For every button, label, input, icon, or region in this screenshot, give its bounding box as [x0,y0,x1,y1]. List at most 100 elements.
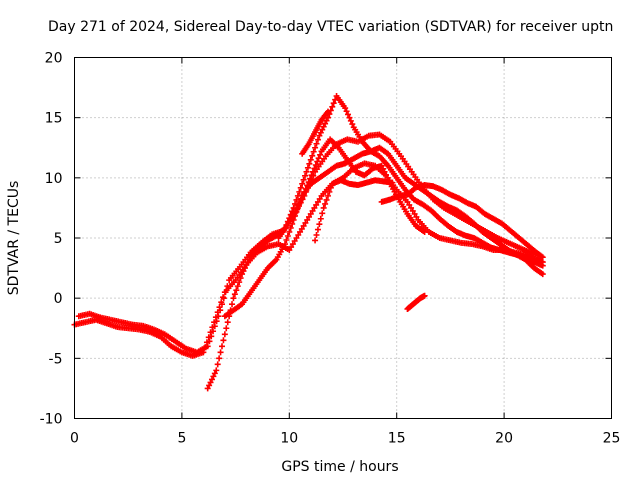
data-points [71,93,546,392]
data-point [204,385,211,392]
data-point [322,120,329,127]
data-point [381,168,388,175]
data-point [316,221,323,228]
data-point [305,213,312,220]
data-point [216,355,223,362]
data-point [293,235,300,241]
data-point [343,108,350,115]
y-tick-label: 10 [45,171,63,187]
data-point [317,129,324,136]
data-point [221,331,228,338]
data-point [408,204,415,211]
data-point [284,232,291,239]
data-point [243,262,250,269]
data-point [312,237,319,244]
data-point [298,225,305,232]
data-point [208,376,215,383]
data-point [307,175,314,182]
data-point [286,247,293,254]
data-point [295,202,302,209]
y-tick-label: -10 [40,412,63,428]
data-point [316,132,323,139]
data-point [304,182,311,189]
data-point [231,291,238,298]
data-point [314,226,321,233]
data-point [297,184,304,191]
data-point [215,313,222,320]
y-tick-label: 15 [45,111,63,127]
data-point [310,148,317,155]
data-point [421,228,428,235]
data-point [229,301,236,308]
data-point [330,100,337,107]
data-point [300,176,307,183]
data-point [297,198,304,205]
data-point [206,382,213,389]
data-point [304,216,311,223]
data-point [217,349,224,356]
data-point [307,156,314,163]
chart-title: Day 271 of 2024, Sidereal Day-to-day VTE… [48,19,613,35]
data-point [347,117,354,124]
data-point [329,103,336,110]
data-point [378,162,385,169]
data-point [539,254,546,261]
data-point [309,207,316,214]
data-point [302,172,309,179]
data-point [404,198,411,205]
data-point [312,144,319,151]
data-point [389,179,396,186]
data-point [223,325,230,332]
series-track-i [378,182,546,261]
data-point [244,259,251,266]
data-point [224,319,231,326]
y-axis-label: SDTVAR / TECUs [6,181,22,296]
x-tick-label: 20 [495,431,513,447]
data-point [411,210,418,217]
data-point [320,123,327,130]
data-point [289,241,296,248]
data-point [224,283,231,290]
data-point [302,185,309,192]
data-point [323,117,330,124]
data-point [316,195,323,202]
data-point [303,168,310,175]
y-tick-label: 5 [54,231,63,247]
data-point [323,196,330,203]
series-track-b [75,131,544,356]
data-point [302,219,309,226]
data-point [314,198,321,205]
data-point [236,279,243,286]
data-point [539,271,546,278]
gridlines [74,57,612,419]
data-point [306,160,313,167]
data-point [283,237,290,244]
data-point [538,253,545,260]
data-point [320,204,327,211]
data-point [313,201,320,208]
data-point [295,231,302,238]
data-point [241,265,248,272]
data-point [314,136,321,143]
data-point [294,205,301,212]
data-point [214,361,221,368]
data-point [237,275,244,282]
data-point [317,215,324,222]
x-tick-label: 15 [388,431,406,447]
data-point [207,379,214,386]
data-point [213,318,220,325]
data-point [413,213,420,220]
data-point [382,171,389,178]
data-point [233,287,240,294]
y-tick-label: 20 [45,51,63,67]
series-track-c [204,93,546,392]
data-point [313,231,320,238]
data-point [326,188,333,195]
data-point [211,323,218,330]
series-track-g [299,108,331,157]
data-point [287,224,294,231]
data-point [210,328,217,335]
data-point [298,195,305,202]
data-point [309,168,316,175]
